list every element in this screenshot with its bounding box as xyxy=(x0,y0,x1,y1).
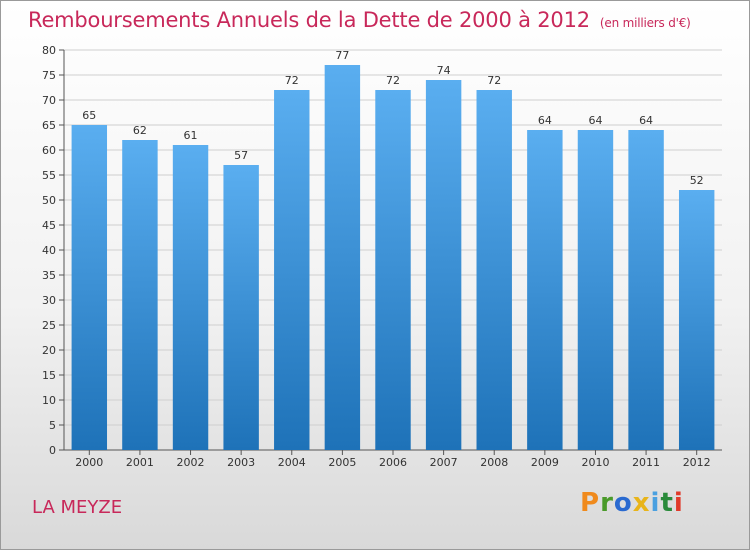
bar-value-label: 61 xyxy=(184,129,198,142)
bar-2012 xyxy=(678,190,715,450)
logo-letter: t xyxy=(660,488,674,518)
y-tick-label: 60 xyxy=(42,144,56,157)
bar-2004 xyxy=(274,90,310,450)
logo-letter: i xyxy=(650,488,661,518)
bar-value-label: 72 xyxy=(487,74,501,87)
chart-title: Remboursements Annuels de la Dette de 20… xyxy=(28,8,691,32)
y-tick-label: 25 xyxy=(42,319,56,332)
x-tick-label: 2011 xyxy=(632,456,660,469)
x-tick-label: 2008 xyxy=(480,456,508,469)
commune-name: LA MEYZE xyxy=(32,497,123,518)
bar-value-label: 64 xyxy=(538,114,552,127)
y-tick-label: 15 xyxy=(42,369,56,382)
bar-2002 xyxy=(172,145,209,450)
bar-value-label: 64 xyxy=(639,114,653,127)
bar-2005 xyxy=(324,65,361,450)
proxiti-logo: Proxiti xyxy=(580,488,684,518)
y-tick-label: 20 xyxy=(42,344,56,357)
bar-value-label: 74 xyxy=(437,64,451,77)
y-tick-label: 10 xyxy=(42,394,56,407)
bar-2006 xyxy=(375,90,411,450)
logo-letter: i xyxy=(673,488,684,518)
bar-value-label: 72 xyxy=(386,74,400,87)
x-tick-label: 2009 xyxy=(531,456,559,469)
y-tick-label: 80 xyxy=(42,44,56,57)
bar-value-label: 77 xyxy=(335,49,349,62)
bar-value-label: 52 xyxy=(690,174,704,187)
y-tick-label: 5 xyxy=(49,419,56,432)
bar-2003 xyxy=(223,165,259,450)
y-tick-label: 65 xyxy=(42,119,56,132)
bar-value-label: 64 xyxy=(588,114,602,127)
labels: 0 5 10 15 20 25 30 35 40 45 50 55 60 65 70 75 80 65 2000 62… xyxy=(42,44,711,469)
y-tick-label: 40 xyxy=(42,244,56,257)
bar-2009 xyxy=(527,130,563,450)
y-tick-label: 0 xyxy=(49,444,56,457)
logo-letter: x xyxy=(632,488,651,518)
x-tick-label: 2006 xyxy=(379,456,407,469)
logo-letter: P xyxy=(580,488,601,518)
logo-letter: o xyxy=(613,488,633,518)
bar-2011 xyxy=(628,130,664,450)
y-tick-label: 45 xyxy=(42,219,56,232)
y-tick-label: 35 xyxy=(42,269,56,282)
bar-value-label: 57 xyxy=(234,149,248,162)
chart-unit: (en milliers d'€) xyxy=(599,16,691,30)
x-tick-label: 2005 xyxy=(328,456,356,469)
x-tick-label: 2001 xyxy=(126,456,154,469)
bars xyxy=(71,65,715,450)
x-tick-label: 2012 xyxy=(683,456,711,469)
x-tick-label: 2003 xyxy=(227,456,255,469)
bar-2008 xyxy=(476,90,512,450)
chart-title-text: Remboursements Annuels de la Dette de 20… xyxy=(28,8,590,32)
y-tick-label: 30 xyxy=(42,294,56,307)
logo-letter: r xyxy=(600,488,614,518)
x-tick-label: 2004 xyxy=(278,456,306,469)
y-tick-label: 55 xyxy=(42,169,56,182)
bar-value-label: 62 xyxy=(133,124,147,137)
x-tick-label: 2007 xyxy=(430,456,458,469)
bar-value-label: 72 xyxy=(285,74,299,87)
bar-2010 xyxy=(577,130,614,450)
bar-2007 xyxy=(425,80,462,450)
x-tick-label: 2000 xyxy=(75,456,103,469)
y-tick-label: 70 xyxy=(42,94,56,107)
x-tick-label: 2002 xyxy=(177,456,205,469)
y-tick-label: 75 xyxy=(42,69,56,82)
bar-value-label: 65 xyxy=(82,109,96,122)
bar-2000 xyxy=(71,125,108,450)
bar-2001 xyxy=(122,140,158,450)
y-tick-label: 50 xyxy=(42,194,56,207)
x-tick-label: 2010 xyxy=(581,456,609,469)
